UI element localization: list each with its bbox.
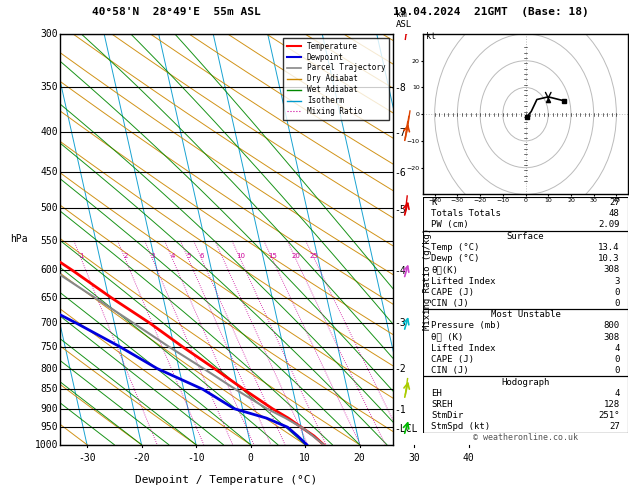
Text: -LCL: -LCL <box>395 424 418 434</box>
Text: 2.09: 2.09 <box>598 220 620 229</box>
Text: 27: 27 <box>609 422 620 432</box>
Text: Totals Totals: Totals Totals <box>431 209 501 218</box>
Text: SREH: SREH <box>431 400 453 409</box>
Text: 128: 128 <box>603 400 620 409</box>
Text: Lifted Index: Lifted Index <box>431 277 496 285</box>
Text: 30: 30 <box>408 453 420 463</box>
Text: -2: -2 <box>395 364 406 374</box>
Text: 0: 0 <box>614 366 620 375</box>
Text: 500: 500 <box>40 203 58 213</box>
Text: 4: 4 <box>614 389 620 398</box>
Text: 0: 0 <box>614 288 620 297</box>
Text: CAPE (J): CAPE (J) <box>431 355 474 364</box>
Text: 25: 25 <box>310 253 319 259</box>
Text: 1000: 1000 <box>35 440 58 450</box>
Text: 40°58'N  28°49'E  55m ASL: 40°58'N 28°49'E 55m ASL <box>92 7 260 17</box>
Text: -5: -5 <box>395 205 406 215</box>
Text: Pressure (mb): Pressure (mb) <box>431 321 501 330</box>
Text: 19.04.2024  21GMT  (Base: 18): 19.04.2024 21GMT (Base: 18) <box>392 7 589 17</box>
Text: kt: kt <box>426 33 436 41</box>
Text: 400: 400 <box>40 127 58 137</box>
Text: 13.4: 13.4 <box>598 243 620 252</box>
Text: PW (cm): PW (cm) <box>431 220 469 229</box>
Text: 5: 5 <box>186 253 191 259</box>
Text: θᴄ(K): θᴄ(K) <box>431 265 459 274</box>
Text: 0: 0 <box>614 355 620 364</box>
Text: CIN (J): CIN (J) <box>431 299 469 308</box>
Text: 600: 600 <box>40 265 58 276</box>
Text: Temp (°C): Temp (°C) <box>431 243 480 252</box>
Text: 40: 40 <box>463 453 474 463</box>
Text: 27: 27 <box>609 198 620 207</box>
Text: CIN (J): CIN (J) <box>431 366 469 375</box>
Text: 3: 3 <box>150 253 155 259</box>
Text: 0: 0 <box>614 299 620 308</box>
Text: Lifted Index: Lifted Index <box>431 344 496 353</box>
Text: StmDir: StmDir <box>431 411 464 420</box>
Text: hPa: hPa <box>10 234 28 244</box>
Text: -1: -1 <box>395 404 406 415</box>
Text: θᴄ (K): θᴄ (K) <box>431 332 464 342</box>
Text: Most Unstable: Most Unstable <box>491 310 560 319</box>
Text: EH: EH <box>431 389 442 398</box>
Text: Dewpoint / Temperature (°C): Dewpoint / Temperature (°C) <box>135 475 318 486</box>
Text: Hodograph: Hodograph <box>501 378 550 386</box>
Text: 20: 20 <box>291 253 300 259</box>
Text: 4: 4 <box>170 253 175 259</box>
Text: 950: 950 <box>40 422 58 432</box>
Text: 750: 750 <box>40 342 58 351</box>
Text: Mixing Ratio (g/kg): Mixing Ratio (g/kg) <box>423 228 432 330</box>
Text: -7: -7 <box>395 128 406 138</box>
Text: 10: 10 <box>236 253 245 259</box>
Text: 800: 800 <box>603 321 620 330</box>
Text: -3: -3 <box>395 318 406 328</box>
Text: Surface: Surface <box>507 232 544 241</box>
Text: 550: 550 <box>40 236 58 246</box>
Text: 308: 308 <box>603 332 620 342</box>
Text: 450: 450 <box>40 167 58 177</box>
Text: -8: -8 <box>395 83 406 92</box>
Text: 3: 3 <box>614 277 620 285</box>
Text: StmSpd (kt): StmSpd (kt) <box>431 422 491 432</box>
Legend: Temperature, Dewpoint, Parcel Trajectory, Dry Adiabat, Wet Adiabat, Isotherm, Mi: Temperature, Dewpoint, Parcel Trajectory… <box>283 38 389 120</box>
Text: 6: 6 <box>199 253 204 259</box>
Text: 10: 10 <box>299 453 311 463</box>
Text: 10.3: 10.3 <box>598 254 620 263</box>
Text: 251°: 251° <box>598 411 620 420</box>
Text: -20: -20 <box>133 453 150 463</box>
Text: K: K <box>431 198 437 207</box>
Text: -10: -10 <box>187 453 205 463</box>
Text: CAPE (J): CAPE (J) <box>431 288 474 297</box>
Text: 0: 0 <box>248 453 253 463</box>
Text: 15: 15 <box>268 253 277 259</box>
Text: 20: 20 <box>353 453 365 463</box>
Text: 4: 4 <box>614 344 620 353</box>
Text: 48: 48 <box>609 209 620 218</box>
Text: Dewp (°C): Dewp (°C) <box>431 254 480 263</box>
Text: 700: 700 <box>40 318 58 328</box>
Text: -30: -30 <box>78 453 96 463</box>
Text: 2: 2 <box>123 253 128 259</box>
Text: 650: 650 <box>40 293 58 303</box>
Text: 800: 800 <box>40 364 58 374</box>
Text: 900: 900 <box>40 404 58 414</box>
Text: km
ASL: km ASL <box>396 10 413 29</box>
Text: 1: 1 <box>79 253 84 259</box>
Text: -6: -6 <box>395 168 406 178</box>
Text: 300: 300 <box>40 29 58 39</box>
Text: 850: 850 <box>40 384 58 394</box>
Text: 308: 308 <box>603 265 620 274</box>
Text: -4: -4 <box>395 266 406 276</box>
Text: © weatheronline.co.uk: © weatheronline.co.uk <box>473 433 578 442</box>
Text: 350: 350 <box>40 82 58 91</box>
